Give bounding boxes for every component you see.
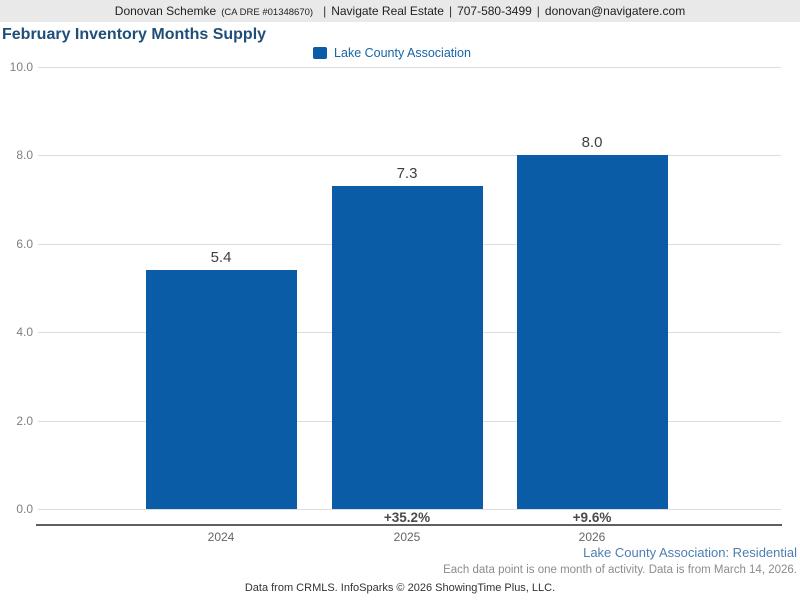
y-axis-tick-label: 10.0 [9,60,33,74]
agent-phone: 707-580-3499 [457,4,532,18]
separator: | [536,4,540,18]
separator: | [448,4,453,18]
x-axis-tick-label: 2026 [578,530,606,544]
agent-email: donovan@navigatere.com [544,4,686,18]
y-axis-tick-label: 4.0 [16,325,33,340]
legend-label: Lake County Association [334,46,471,60]
footer-series-label: Lake County Association: Residential [583,545,797,560]
pct-change-label: +9.6% [572,510,612,525]
x-axis-tick-label: 2025 [393,530,421,544]
agent-company: Navigate Real Estate [331,4,444,18]
header-bar: Donovan Schemke (CA DRE #01348670) | Nav… [0,0,800,22]
y-axis-tick-label: 6.0 [16,236,33,251]
chart-legend: Lake County Association [0,45,792,61]
legend-color-swatch-icon [313,47,328,59]
pct-change-label: +35.2% [383,510,431,525]
bar-2026 [516,155,668,509]
gridline [38,67,781,68]
separator: | [323,4,327,18]
bar-2025 [331,186,483,509]
footer-note: Each data point is one month of activity… [443,564,797,576]
bar-value-label: 7.3 [396,165,418,183]
x-axis-tick-label: 2024 [207,530,235,544]
bar-value-label: 8.0 [581,134,603,152]
bar-2024 [145,270,297,509]
y-axis-tick-label: 2.0 [16,413,33,428]
y-axis-tick-label: 0.0 [16,502,33,516]
agent-name: Donovan Schemke [114,4,217,18]
chart-title: February Inventory Months Supply [2,26,267,43]
footer-credit: Data from CRMLS. InfoSparks © 2026 Showi… [244,582,556,594]
bar-value-label: 5.4 [210,249,232,267]
gridline [38,509,781,510]
gridline [38,155,781,157]
agent-license: (CA DRE #01348670) [221,6,314,18]
y-axis-tick-label: 8.0 [16,148,33,163]
x-axis-line [36,524,782,526]
